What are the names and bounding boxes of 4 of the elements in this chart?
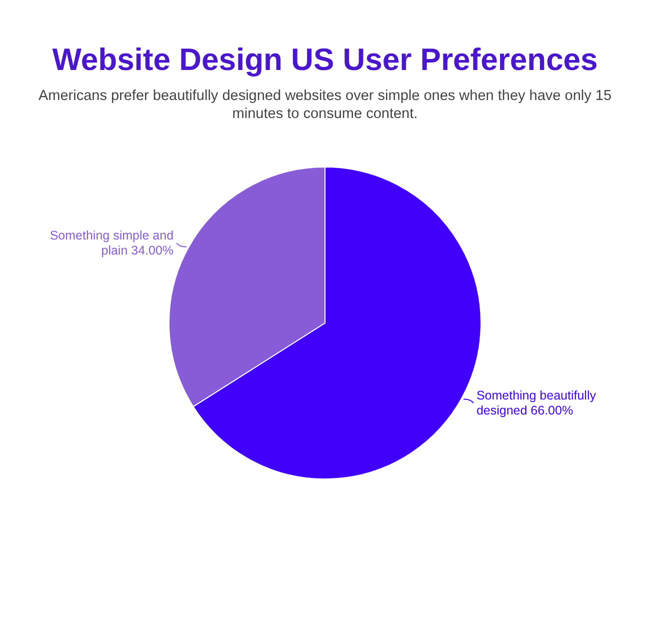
slice-label: Something beautifully designed 66.00%: [476, 388, 597, 418]
slice-label: Something simple and plain 34.00%: [50, 228, 174, 258]
chart-subtitle: Americans prefer beautifully designed websites over simple ones when they have only 15 minutes to consume content.: [38, 88, 612, 122]
chart-title: Website Design US User Preferences: [52, 42, 598, 77]
